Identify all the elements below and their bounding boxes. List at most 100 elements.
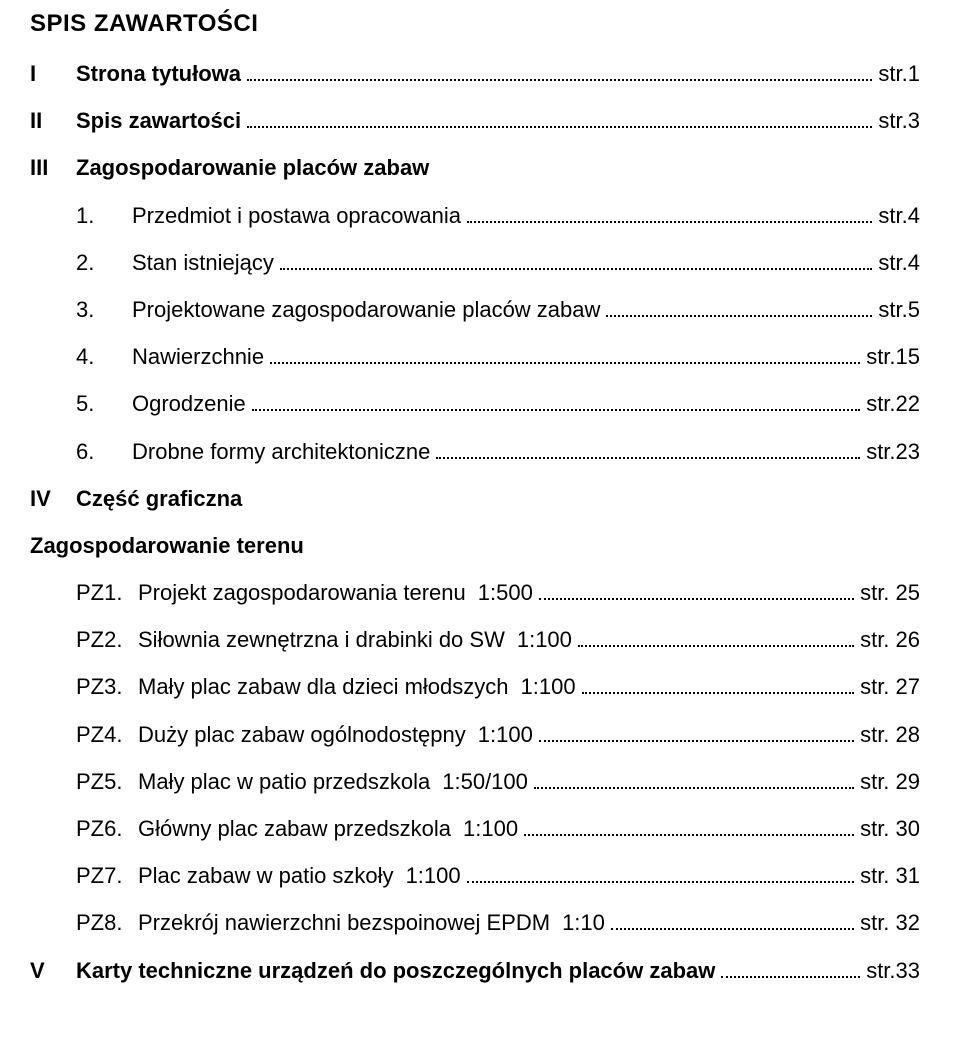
dot-leader (436, 443, 860, 458)
dot-leader (247, 113, 872, 128)
pz-label: Projekt zagospodarowania terenu (138, 575, 466, 610)
page-ref: str. 26 (860, 622, 920, 657)
pz-scale: 1:100 (463, 811, 518, 846)
dot-leader (534, 774, 854, 789)
pz-label: Siłownia zewnętrzna i drabinki do SW (138, 622, 505, 657)
item-label: Przedmiot i postawa opracowania (132, 198, 461, 233)
item-number: 4. (76, 339, 132, 374)
pz-row: PZ7. Plac zabaw w patio szkoły 1:100 str… (76, 858, 920, 893)
dot-leader (721, 962, 860, 977)
pz-row: PZ1. Projekt zagospodarowania terenu 1:5… (76, 575, 920, 610)
toc-row: V Karty techniczne urządzeń do poszczegó… (30, 953, 920, 988)
page-ref: str. 29 (860, 764, 920, 799)
toc-subrow: 5. Ogrodzenie str.22 (76, 386, 920, 421)
dot-leader (280, 255, 873, 270)
dot-leader (582, 679, 855, 694)
page-ref: str.1 (878, 56, 920, 91)
page-ref: str.22 (866, 386, 920, 421)
pz-scale: 1:500 (478, 575, 533, 610)
page-ref: str. 27 (860, 669, 920, 704)
toc-subrow: 4. Nawierzchnie str.15 (76, 339, 920, 374)
pz-code: PZ4. (76, 717, 138, 752)
pz-scale: 1:10 (562, 905, 605, 940)
dot-leader (606, 302, 872, 317)
pz-scale: 1:50/100 (442, 764, 528, 799)
roman-numeral: IV (30, 481, 76, 516)
item-label: Stan istniejący (132, 245, 274, 280)
page-ref: str. 25 (860, 575, 920, 610)
pz-row: PZ8. Przekrój nawierzchni bezspoinowej E… (76, 905, 920, 940)
pz-label: Plac zabaw w patio szkoły (138, 858, 394, 893)
pz-code: PZ2. (76, 622, 138, 657)
page-ref: str.5 (878, 292, 920, 327)
pz-code: PZ5. (76, 764, 138, 799)
pz-label: Przekrój nawierzchni bezspoinowej EPDM (138, 905, 550, 940)
pz-label: Mały plac w patio przedszkola (138, 764, 430, 799)
subsection-heading-row: Zagospodarowanie terenu (30, 528, 920, 563)
pz-row: PZ5. Mały plac w patio przedszkola 1:50/… (76, 764, 920, 799)
pz-code: PZ1. (76, 575, 138, 610)
pz-scale: 1:100 (521, 669, 576, 704)
page-ref: str.4 (878, 245, 920, 280)
pz-code: PZ6. (76, 811, 138, 846)
item-number: 3. (76, 292, 132, 327)
roman-numeral: III (30, 150, 76, 185)
pz-code: PZ7. (76, 858, 138, 893)
subsection-block: 1. Przedmiot i postawa opracowania str.4… (76, 198, 920, 469)
pz-row: PZ2. Siłownia zewnętrzna i drabinki do S… (76, 622, 920, 657)
subsection-heading: Zagospodarowanie terenu (30, 528, 304, 563)
pz-code: PZ8. (76, 905, 138, 940)
toc-row: II Spis zawartości str.3 (30, 103, 920, 138)
pz-block: PZ1. Projekt zagospodarowania terenu 1:5… (76, 575, 920, 941)
toc-subrow: 1. Przedmiot i postawa opracowania str.4 (76, 198, 920, 233)
doc-title: SPIS ZAWARTOŚCI (30, 10, 920, 38)
roman-numeral: V (30, 953, 76, 988)
item-number: 1. (76, 198, 132, 233)
item-number: 2. (76, 245, 132, 280)
document-page: SPIS ZAWARTOŚCI I Strona tytułowa str.1 … (0, 0, 960, 1040)
page-ref: str. 31 (860, 858, 920, 893)
item-label: Projektowane zagospodarowanie placów zab… (132, 292, 600, 327)
pz-scale: 1:100 (406, 858, 461, 893)
page-ref: str. 30 (860, 811, 920, 846)
dot-leader (467, 868, 854, 883)
page-ref: str. 28 (860, 717, 920, 752)
toc-row: III Zagospodarowanie placów zabaw (30, 150, 920, 185)
section-label: Spis zawartości (76, 103, 241, 138)
dot-leader (539, 726, 854, 741)
section-label: Zagospodarowanie placów zabaw (76, 150, 429, 185)
dot-leader (252, 396, 860, 411)
toc-row: IV Część graficzna (30, 481, 920, 516)
dot-leader (524, 821, 854, 836)
pz-label: Główny plac zabaw przedszkola (138, 811, 451, 846)
page-ref: str.23 (866, 434, 920, 469)
page-ref: str.15 (866, 339, 920, 374)
item-number: 5. (76, 386, 132, 421)
roman-numeral: II (30, 103, 76, 138)
item-label: Ogrodzenie (132, 386, 246, 421)
pz-row: PZ3. Mały plac zabaw dla dzieci młodszyc… (76, 669, 920, 704)
dot-leader (539, 585, 854, 600)
page-ref: str. 32 (860, 905, 920, 940)
pz-scale: 1:100 (478, 717, 533, 752)
dot-leader (270, 349, 860, 364)
dot-leader (578, 632, 854, 647)
section-label: Strona tytułowa (76, 56, 241, 91)
roman-numeral: I (30, 56, 76, 91)
section-label: Karty techniczne urządzeń do poszczególn… (76, 953, 715, 988)
item-label: Drobne formy architektoniczne (132, 434, 430, 469)
dot-leader (611, 915, 854, 930)
toc-subrow: 2. Stan istniejący str.4 (76, 245, 920, 280)
page-ref: str.4 (878, 198, 920, 233)
pz-label: Duży plac zabaw ogólnodostępny (138, 717, 466, 752)
toc-row: I Strona tytułowa str.1 (30, 56, 920, 91)
item-label: Nawierzchnie (132, 339, 264, 374)
toc-subrow: 3. Projektowane zagospodarowanie placów … (76, 292, 920, 327)
dot-leader (247, 66, 872, 81)
pz-scale: 1:100 (517, 622, 572, 657)
toc-subrow: 6. Drobne formy architektoniczne str.23 (76, 434, 920, 469)
item-number: 6. (76, 434, 132, 469)
page-ref: str.3 (878, 103, 920, 138)
pz-label: Mały plac zabaw dla dzieci młodszych (138, 669, 509, 704)
dot-leader (467, 207, 872, 222)
